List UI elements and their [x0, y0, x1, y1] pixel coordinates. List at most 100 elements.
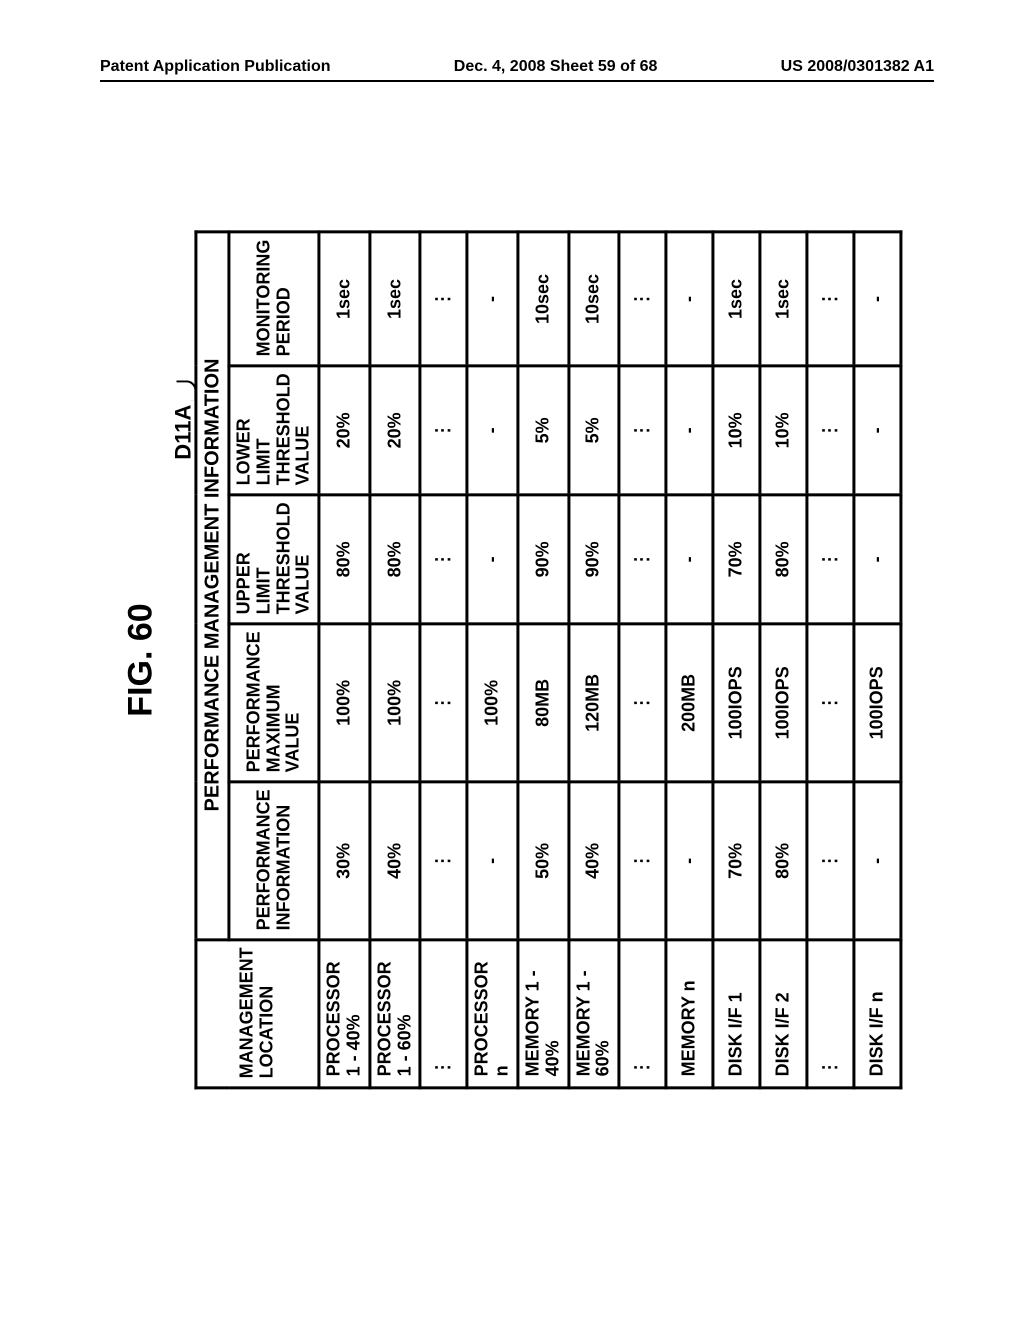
table-cell: - — [467, 495, 518, 624]
col-header-monitor: MONITORING PERIOD — [229, 232, 319, 366]
table-cell: PROCESSOR 1 - 40% — [319, 940, 370, 1088]
table-cell: 70% — [713, 782, 760, 940]
table-row: DISK I/F 170%100IOPS70%10%1sec — [713, 232, 760, 1088]
table-cell: ⋮ — [807, 940, 854, 1088]
table-cell: 100IOPS — [854, 624, 901, 782]
table-cell: - — [666, 782, 713, 940]
table-cell: 120MB — [568, 624, 619, 782]
table-cell: - — [854, 366, 901, 495]
table-cell: ⋮ — [420, 940, 467, 1088]
table-cell: - — [666, 495, 713, 624]
table-cell: 80% — [370, 495, 421, 624]
table-cell: ⋮ — [420, 232, 467, 366]
figure-title: FIG. 60 — [121, 231, 160, 1090]
table-cell: ⋮ — [420, 782, 467, 940]
table-cell: 80% — [760, 495, 807, 624]
table-cell: - — [854, 495, 901, 624]
table-cell: 20% — [319, 366, 370, 495]
table-cell: ⋮ — [807, 232, 854, 366]
table-cell: 10% — [760, 366, 807, 495]
table-cell: - — [854, 232, 901, 366]
table-cell: 80% — [760, 782, 807, 940]
col-header-location: MANAGEMENT LOCATION — [196, 940, 319, 1088]
table-row: ⋮⋮⋮⋮⋮⋮ — [619, 232, 666, 1088]
table-cell: ⋮ — [420, 366, 467, 495]
table-cell: 80MB — [518, 624, 569, 782]
col-header-lower: LOWER LIMIT THRESHOLD VALUE — [229, 366, 319, 495]
table-row: MEMORY n-200MB--- — [666, 232, 713, 1088]
table-cell: 1sec — [370, 232, 421, 366]
figure-ref-label: D11A — [170, 231, 196, 1090]
figure-container: FIG. 60 D11A MANAGEMENT LOCATION PERFORM… — [121, 231, 902, 1090]
table-cell: 1sec — [713, 232, 760, 366]
col-header-upper: UPPER LIMIT THRESHOLD VALUE — [229, 495, 319, 624]
table-body: PROCESSOR 1 - 40%30%100%80%20%1secPROCES… — [319, 232, 901, 1088]
table-cell: ⋮ — [807, 782, 854, 940]
table-cell: 40% — [568, 782, 619, 940]
table-cell: 30% — [319, 782, 370, 940]
table-cell: ⋮ — [619, 624, 666, 782]
table-row: PROCESSOR 1 - 40%30%100%80%20%1sec — [319, 232, 370, 1088]
table-cell: ⋮ — [619, 782, 666, 940]
table-cell: DISK I/F 1 — [713, 940, 760, 1088]
table-cell: 100% — [370, 624, 421, 782]
table-cell: MEMORY n — [666, 940, 713, 1088]
table-cell: ⋮ — [420, 624, 467, 782]
table-cell: 90% — [518, 495, 569, 624]
header-right: US 2008/0301382 A1 — [781, 58, 934, 76]
table-cell: 1sec — [760, 232, 807, 366]
table-row: PROCESSOR 1 - 60%40%100%80%20%1sec — [370, 232, 421, 1088]
table-cell: 5% — [568, 366, 619, 495]
table-row: MEMORY 1 - 40%50%80MB90%5%10sec — [518, 232, 569, 1088]
performance-table: MANAGEMENT LOCATION PERFORMANCE MANAGEME… — [194, 231, 902, 1090]
table-cell: ⋮ — [619, 495, 666, 624]
table-cell: ⋮ — [619, 366, 666, 495]
table-cell: 70% — [713, 495, 760, 624]
table-cell: 50% — [518, 782, 569, 940]
table-cell: ⋮ — [619, 940, 666, 1088]
table-cell: ⋮ — [420, 495, 467, 624]
table-cell: ⋮ — [807, 366, 854, 495]
table-cell: PROCESSOR n — [467, 940, 518, 1088]
table-cell: 5% — [518, 366, 569, 495]
table-row: PROCESSOR n-100%--- — [467, 232, 518, 1088]
table-cell: 1sec — [319, 232, 370, 366]
page-header: Patent Application Publication Dec. 4, 2… — [100, 58, 934, 82]
table-cell: - — [467, 232, 518, 366]
table-cell: - — [854, 782, 901, 940]
table-row: DISK I/F n-100IOPS--- — [854, 232, 901, 1088]
table-cell: DISK I/F 2 — [760, 940, 807, 1088]
table-cell: 90% — [568, 495, 619, 624]
table-cell: 10sec — [568, 232, 619, 366]
table-cell: 200MB — [666, 624, 713, 782]
table-row: MEMORY 1 - 60%40%120MB90%5%10sec — [568, 232, 619, 1088]
table-cell: DISK I/F n — [854, 940, 901, 1088]
table-cell: - — [666, 366, 713, 495]
table-row: ⋮⋮⋮⋮⋮⋮ — [807, 232, 854, 1088]
table-cell: - — [467, 366, 518, 495]
table-cell: 100% — [467, 624, 518, 782]
table-cell: MEMORY 1 - 60% — [568, 940, 619, 1088]
table-cell: 80% — [319, 495, 370, 624]
table-cell: 100IOPS — [713, 624, 760, 782]
table-cell: - — [467, 782, 518, 940]
table-cell: ⋮ — [807, 624, 854, 782]
table-cell: 100IOPS — [760, 624, 807, 782]
table-cell: - — [666, 232, 713, 366]
table-cell: 100% — [319, 624, 370, 782]
table-cell: 10sec — [518, 232, 569, 366]
table-cell: ⋮ — [619, 232, 666, 366]
table-cell: MEMORY 1 - 40% — [518, 940, 569, 1088]
col-header-perf-max: PERFORMANCE MAXIMUM VALUE — [229, 624, 319, 782]
header-left: Patent Application Publication — [100, 58, 331, 76]
table-row: ⋮⋮⋮⋮⋮⋮ — [420, 232, 467, 1088]
header-center: Dec. 4, 2008 Sheet 59 of 68 — [454, 58, 658, 76]
col-header-perf-info: PERFORMANCE INFORMATION — [229, 782, 319, 940]
table-cell: 10% — [713, 366, 760, 495]
table-row: DISK I/F 280%100IOPS80%10%1sec — [760, 232, 807, 1088]
table-cell: 40% — [370, 782, 421, 940]
col-header-group: PERFORMANCE MANAGEMENT INFORMATION — [196, 232, 229, 940]
table-cell: 20% — [370, 366, 421, 495]
table-cell: PROCESSOR 1 - 60% — [370, 940, 421, 1088]
table-cell: ⋮ — [807, 495, 854, 624]
